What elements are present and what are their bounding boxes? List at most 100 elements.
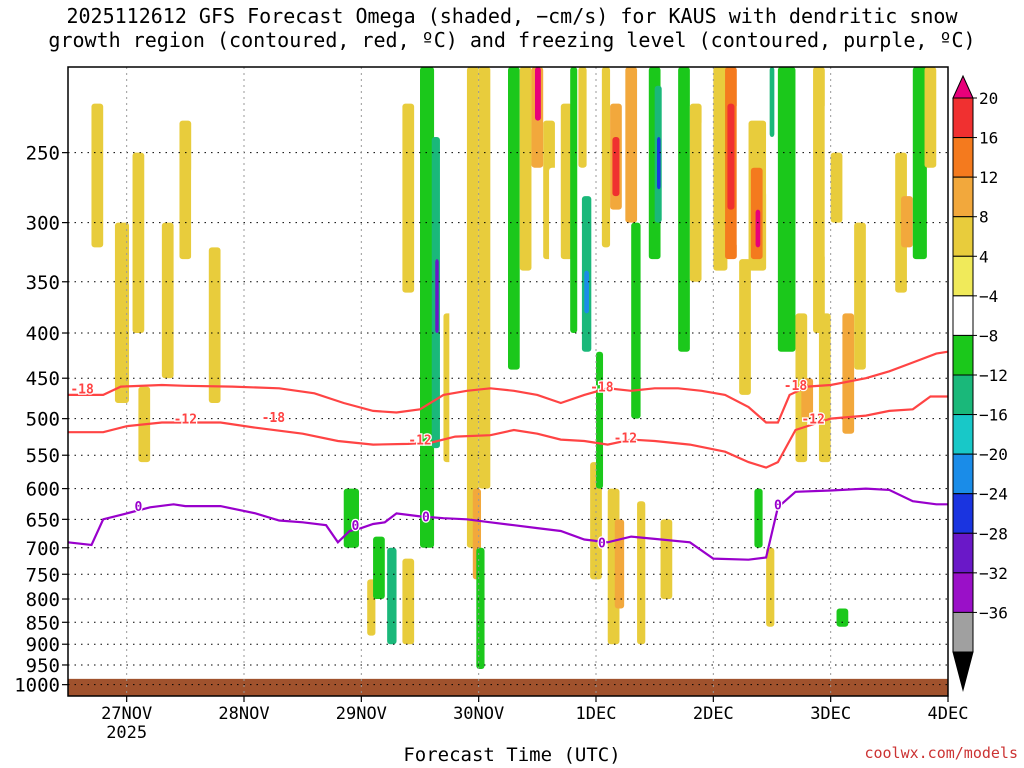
omega-cell-8: [150, 563, 158, 623]
omega-cell-49: [625, 67, 638, 223]
omega-cell-67: [755, 209, 761, 248]
omega-cell-5: [150, 103, 165, 223]
omega-cell-70: [754, 488, 763, 548]
omega-cell-59: [701, 120, 714, 352]
x-tick-label-7: 4DEC: [928, 704, 969, 724]
omega-cell-9: [191, 167, 203, 352]
colorbar-box-5: [952, 255, 974, 297]
colorbar-label-12: −32: [979, 564, 1008, 583]
chart-title-line1: 2025112612 GFS Forecast Omega (shaded, −…: [66, 4, 958, 28]
dgz-contour-0: [68, 350, 949, 424]
omega-cell-54: [657, 136, 661, 190]
omega-cell-15: [343, 488, 359, 548]
omega-cell-18: [387, 547, 397, 645]
y-tick-label-650: 650: [26, 509, 60, 531]
contour-label-1-2: -12: [614, 431, 637, 446]
x-tick-label-4: 1DEC: [576, 704, 617, 724]
y-tick-label-750: 750: [26, 564, 60, 586]
omega-cell-1: [91, 103, 104, 248]
x-tick-label-1: 28NOV: [218, 704, 269, 724]
contour-label-0-3: -18: [784, 379, 808, 394]
omega-cell-11: [226, 103, 239, 223]
colorbar-box-12: [952, 532, 974, 574]
plot-frame: [67, 66, 949, 697]
omega-cell-62: [727, 103, 735, 210]
y-tick-label-600: 600: [26, 479, 60, 501]
colorbar-box-2: [952, 137, 974, 178]
x-tick-label-3: 30NOV: [453, 704, 504, 724]
omega-shading-layer: [73, 67, 943, 669]
omega-cell-42: [590, 462, 602, 580]
chart-title: 2025112612 GFS Forecast Omega (shaded, −…: [0, 4, 1024, 52]
omega-cell-7: [179, 120, 192, 260]
omega-cell-76: [818, 313, 831, 463]
x-tick-sublabel-0: 2025: [106, 723, 147, 743]
contour-label-0-0: -18: [70, 382, 94, 397]
omega-cell-3: [132, 152, 145, 334]
colorbar-box-1: [952, 97, 974, 139]
omega-cell-79: [836, 608, 849, 627]
omega-cell-26: [466, 67, 479, 548]
y-tick-label-900: 900: [26, 634, 60, 656]
y-tick-label-500: 500: [26, 409, 60, 431]
x-axis-label: Forecast Time (UTC): [403, 744, 621, 766]
omega-cell-60: [713, 67, 728, 271]
omega-cell-63: [736, 103, 749, 248]
y-axis: 2503003504004505005506006507007508008509…: [14, 143, 68, 697]
colorbar-box-9: [952, 414, 974, 455]
contour-label-1-3: -12: [801, 413, 824, 428]
y-tick-label-550: 550: [26, 445, 60, 467]
omega-cell-10: [208, 247, 221, 403]
surface-ground: [68, 678, 948, 696]
x-tick-label-6: 3DEC: [810, 704, 851, 724]
omega-cell-80: [842, 313, 855, 434]
omega-cell-43: [596, 351, 604, 489]
x-tick-label-2: 29NOV: [336, 704, 387, 724]
omega-cell-37: [560, 103, 573, 260]
colorbar-box-11: [952, 493, 974, 534]
colorbar-box-4: [952, 216, 974, 257]
y-tick-label-1000: 1000: [14, 675, 60, 697]
colorbar-box-14: [952, 611, 974, 653]
omega-cell-81: [854, 222, 866, 370]
omega-cell-36: [549, 167, 561, 387]
y-tick-label-700: 700: [26, 538, 60, 560]
omega-cell-41: [584, 270, 589, 314]
y-tick-label-250: 250: [26, 143, 60, 165]
colorbar-box-6: [952, 295, 974, 336]
colorbar-label-7: −12: [979, 366, 1008, 385]
omega-cell-17: [373, 536, 385, 600]
omega-cell-44: [601, 67, 611, 248]
x-tick-label-5: 2DEC: [693, 704, 734, 724]
omega-cell-13: [290, 281, 303, 387]
credit-text: coolwx.com/models: [864, 744, 1018, 762]
omega-cell-21: [420, 67, 435, 548]
contour-label-2-2: 0: [422, 510, 430, 525]
y-tick-label-850: 850: [26, 612, 60, 634]
contour-label-2-0: 0: [134, 500, 142, 515]
colorbar-label-5: −4: [979, 287, 998, 306]
colorbar-box-10: [952, 453, 974, 495]
colorbar-label-0: 20: [979, 89, 998, 108]
omega-cell-58: [689, 103, 702, 282]
omega-cell-25: [449, 152, 467, 636]
omega-cell-0: [73, 67, 86, 168]
omega-cell-71: [766, 547, 775, 627]
omega-cell-83: [883, 120, 896, 352]
colorbar-label-3: 8: [979, 208, 989, 227]
omega-cell-20: [402, 103, 415, 293]
omega-cell-29: [476, 547, 485, 669]
colorbar-box-13: [952, 572, 974, 613]
colorbar-top-arrow: [952, 74, 974, 99]
omega-cell-19: [402, 558, 415, 645]
omega-cell-38: [570, 67, 578, 334]
contour-label-1-0: -12: [174, 413, 197, 428]
contour-label-2-4: 0: [774, 498, 782, 513]
chart-title-line2: growth region (contoured, red, ºC) and f…: [48, 28, 976, 52]
omega-cell-82: [865, 67, 878, 223]
contour-layer: -18 -18 -18 -18 -12 -12 -12 -12 0 0 0 0 0: [67, 350, 949, 561]
surface-layer: [68, 678, 948, 696]
omega-cell-2: [114, 222, 130, 403]
omega-cell-48: [614, 519, 625, 609]
